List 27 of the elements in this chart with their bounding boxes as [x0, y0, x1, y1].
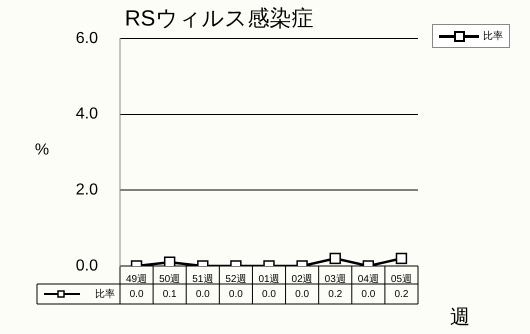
legend-label: 比率 [95, 288, 115, 300]
x-tick-label: 05週 [390, 274, 412, 285]
y-tick-label: 0.0 [76, 257, 98, 274]
x-tick-label: 49週 [126, 274, 148, 285]
data-label: 0.1 [162, 288, 178, 300]
x-tick-label: 01週 [258, 274, 280, 285]
data-label: 0.0 [196, 288, 210, 300]
x-axis-title: 週 [450, 306, 470, 329]
y-axis-title: % [34, 141, 50, 158]
data-label: 0.2 [328, 288, 343, 300]
y-tick-label: 6.0 [76, 30, 98, 47]
data-label: 0.0 [228, 288, 244, 300]
x-tick-label: 02週 [292, 274, 313, 285]
data-label: 0.2 [394, 288, 409, 300]
data-label: 0.0 [130, 288, 144, 300]
chart-title: RSウィルス感染症 [124, 5, 314, 30]
x-tick-label: 04週 [358, 274, 379, 285]
x-tick-label: 50週 [159, 274, 180, 285]
y-tick-label: 2.0 [76, 182, 98, 199]
data-label: 0.0 [262, 288, 276, 300]
data-label: 0.0 [295, 288, 310, 300]
data-label: 0.0 [361, 288, 376, 300]
x-tick-label: 03週 [324, 274, 346, 285]
x-tick-label: 52週 [225, 274, 246, 285]
y-tick-label: 4.0 [76, 106, 98, 123]
key-box: 比率 [432, 24, 510, 48]
x-tick-label: 51週 [192, 274, 214, 285]
